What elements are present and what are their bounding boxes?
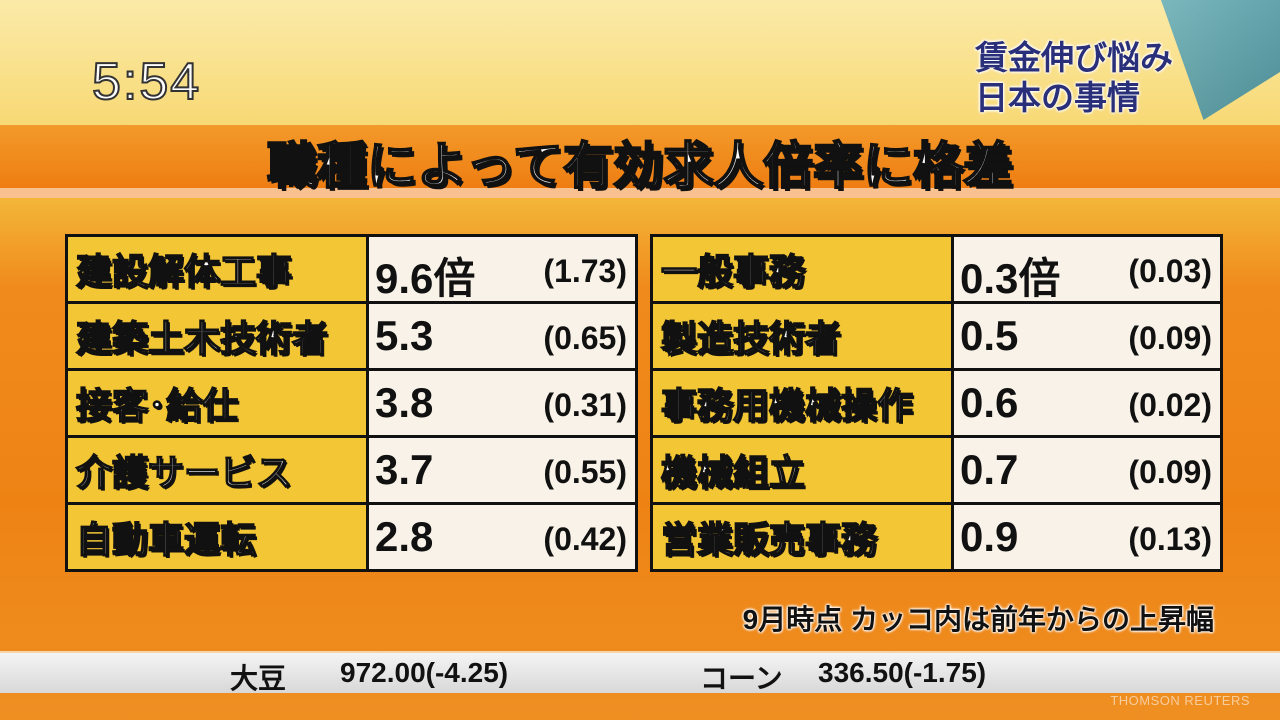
job-ratio: 0.5	[960, 312, 1019, 359]
ratio-cell: 2.8 (0.42)	[366, 502, 638, 572]
ratio-change: (0.03)	[1128, 253, 1212, 289]
ratio-change: (0.42)	[543, 521, 627, 557]
job-name: 自動車運転	[65, 502, 369, 572]
ratio-cell: 3.8 (0.31)	[366, 368, 638, 438]
job-ratio: 0.9	[960, 513, 1019, 560]
ticker-name: コーン	[700, 663, 783, 694]
job-ratio: 0.3倍	[960, 255, 1061, 302]
ratio-cell: 0.7 (0.09)	[951, 435, 1223, 505]
table-row: 一般事務 0.3倍 (0.03)	[650, 234, 1223, 304]
table-row: 製造技術者 0.5 (0.09)	[650, 301, 1223, 371]
ratio-cell: 5.3 (0.65)	[366, 301, 638, 371]
job-name: 機械組立	[650, 435, 954, 505]
ratio-change: (0.09)	[1128, 320, 1212, 356]
corner-title: 賃金伸び悩み 日本の事情	[975, 38, 1173, 118]
ticker-value: 336.50(-1.75)	[818, 657, 987, 688]
table-row: 機械組立 0.7 (0.09)	[650, 435, 1223, 505]
headline: 職種によって有効求人倍率に格差	[266, 137, 1014, 195]
ratio-cell: 0.5 (0.09)	[951, 301, 1223, 371]
corner-title-line: 日本の事情	[975, 79, 1140, 116]
corner-title-line: 賃金伸び悩み	[975, 39, 1173, 76]
ratio-cell: 0.3倍 (0.03)	[951, 234, 1223, 304]
table-row: 事務用機械操作 0.6 (0.02)	[650, 368, 1223, 438]
ratio-cell: 0.9 (0.13)	[951, 502, 1223, 572]
job-name: 介護サービス	[65, 435, 369, 505]
left-job-table: 建設解体工事 9.6倍 (1.73) 建築土木技術者 5.3 (0.65) 接客･給…	[65, 234, 638, 572]
job-ratio: 3.7	[375, 446, 434, 493]
table-row: 営業販売事務 0.9 (0.13)	[650, 502, 1223, 572]
job-ratio: 9.6倍	[375, 255, 476, 302]
ratio-change: (0.65)	[543, 320, 627, 356]
ratio-cell: 0.6 (0.02)	[951, 368, 1223, 438]
job-name: 接客･給仕	[65, 368, 369, 438]
right-job-table: 一般事務 0.3倍 (0.03) 製造技術者 0.5 (0.09) 事務用機械操作 …	[650, 234, 1223, 572]
ratio-change: (0.09)	[1128, 454, 1212, 490]
thomson-reuters-logo: THOMSON REUTERS	[1110, 693, 1250, 708]
ticker-value: 972.00(-4.25)	[340, 657, 509, 688]
headline-divider	[0, 188, 1280, 198]
clock: 5:54	[91, 52, 202, 112]
table-row: 介護サービス 3.7 (0.55)	[65, 435, 638, 505]
job-name: 建築土木技術者	[65, 301, 369, 371]
job-ratio: 0.6	[960, 379, 1019, 426]
ratio-change: (0.31)	[543, 387, 627, 423]
ratio-change: (1.73)	[543, 253, 627, 289]
ticker-name: 大豆	[230, 663, 287, 694]
job-name: 事務用機械操作	[650, 368, 954, 438]
job-name: 建設解体工事	[65, 234, 369, 304]
ratio-change: (0.13)	[1128, 521, 1212, 557]
job-ratio: 2.8	[375, 513, 434, 560]
table-row: 接客･給仕 3.8 (0.31)	[65, 368, 638, 438]
job-ratio: 0.7	[960, 446, 1019, 493]
job-name: 一般事務	[650, 234, 954, 304]
table-row: 建築土木技術者 5.3 (0.65)	[65, 301, 638, 371]
table-row: 自動車運転 2.8 (0.42)	[65, 502, 638, 572]
footnote: 9月時点 カッコ内は前年からの上昇幅	[742, 604, 1214, 635]
table-row: 建設解体工事 9.6倍 (1.73)	[65, 234, 638, 304]
job-ratio: 3.8	[375, 379, 434, 426]
ratio-cell: 9.6倍 (1.73)	[366, 234, 638, 304]
job-name: 営業販売事務	[650, 502, 954, 572]
job-name: 製造技術者	[650, 301, 954, 371]
ratio-change: (0.55)	[543, 454, 627, 490]
headline-band	[0, 125, 1280, 193]
ratio-change: (0.02)	[1128, 387, 1212, 423]
job-ratio: 5.3	[375, 312, 434, 359]
ratio-cell: 3.7 (0.55)	[366, 435, 638, 505]
price-ticker: 大豆 972.00(-4.25) コーン 336.50(-1.75)	[0, 651, 1280, 694]
